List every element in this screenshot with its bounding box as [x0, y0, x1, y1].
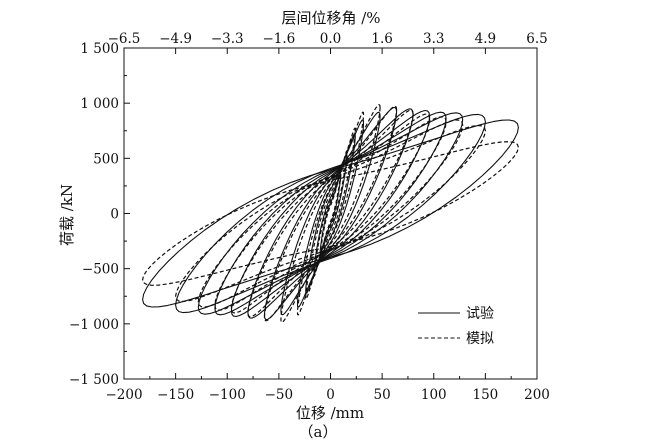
loop-simulation-5: [263, 105, 398, 322]
loop-test-4: [280, 111, 381, 316]
x-axis-title: 位移 /mm: [296, 404, 364, 422]
plot-frame: [123, 47, 538, 380]
y-tick-label: 1 500: [80, 41, 119, 57]
loop-simulation-6: [247, 109, 414, 318]
figure-caption: （a）: [299, 423, 338, 439]
loop-test-10: [175, 113, 486, 314]
legend-label-test: 试验: [466, 306, 494, 322]
loop-simulation-11: [142, 141, 519, 286]
loop-simulation-7: [230, 113, 431, 314]
ticks-layer: −200 −150 −100 −50 0 50 100 150 200−1 500−1 000−…: [69, 31, 550, 403]
x-tick-label: −50: [265, 387, 294, 403]
axes-layer: [123, 47, 538, 380]
loop-test-9: [197, 112, 464, 315]
x-tick-label: 200: [524, 387, 550, 403]
x-tick-label: 0: [326, 387, 335, 403]
x2-tick-label: −3.3: [211, 31, 244, 47]
y-tick-label: 0: [110, 207, 119, 223]
loop-simulation-10: [175, 124, 486, 303]
y-tick-label: −500: [82, 262, 119, 278]
y-tick-label: −1 000: [69, 317, 119, 333]
loop-simulation-9: [197, 119, 464, 308]
loop-test-11: [142, 119, 519, 308]
x2-tick-label: −1.6: [262, 31, 295, 47]
x2-tick-label: 4.9: [475, 31, 496, 47]
x2-tick-label: 6.5: [526, 31, 547, 47]
x2-tick-label: 0.0: [320, 31, 341, 47]
x-tick-label: 100: [421, 387, 447, 403]
x2-tick-label: 1.6: [371, 31, 392, 47]
x-tick-label: 50: [374, 387, 391, 403]
loop-simulation-4: [280, 104, 381, 323]
loop-test-6: [247, 108, 414, 319]
x2-tick-label: −6.5: [108, 31, 141, 47]
x-tick-label: 150: [472, 387, 498, 403]
y-axis-title: 荷载 /kN: [58, 184, 76, 246]
y-tick-label: 500: [93, 151, 119, 167]
loop-test-0: [319, 173, 342, 254]
loop-simulation-2: [305, 127, 356, 300]
loop-simulation-8: [214, 116, 447, 311]
x-tick-label: −150: [157, 387, 194, 403]
series-test: [142, 106, 519, 321]
x2-tick-label: −4.9: [159, 31, 192, 47]
legend-label-simulation: 模拟: [466, 331, 494, 347]
loop-test-7: [230, 109, 431, 318]
series-simulation: [142, 104, 519, 323]
curves-layer: [142, 104, 519, 323]
y-tick-label: −1 500: [69, 372, 119, 388]
x-tick-label: −200: [105, 387, 142, 403]
y-tick-label: 1 000: [80, 96, 119, 112]
loop-simulation-3: [296, 111, 365, 316]
x2-tick-label: 3.3: [423, 31, 444, 47]
x2-axis-title: 层间位移角 /%: [281, 9, 380, 27]
x-tick-label: −100: [209, 387, 246, 403]
legend: 试验 模拟: [418, 306, 494, 347]
